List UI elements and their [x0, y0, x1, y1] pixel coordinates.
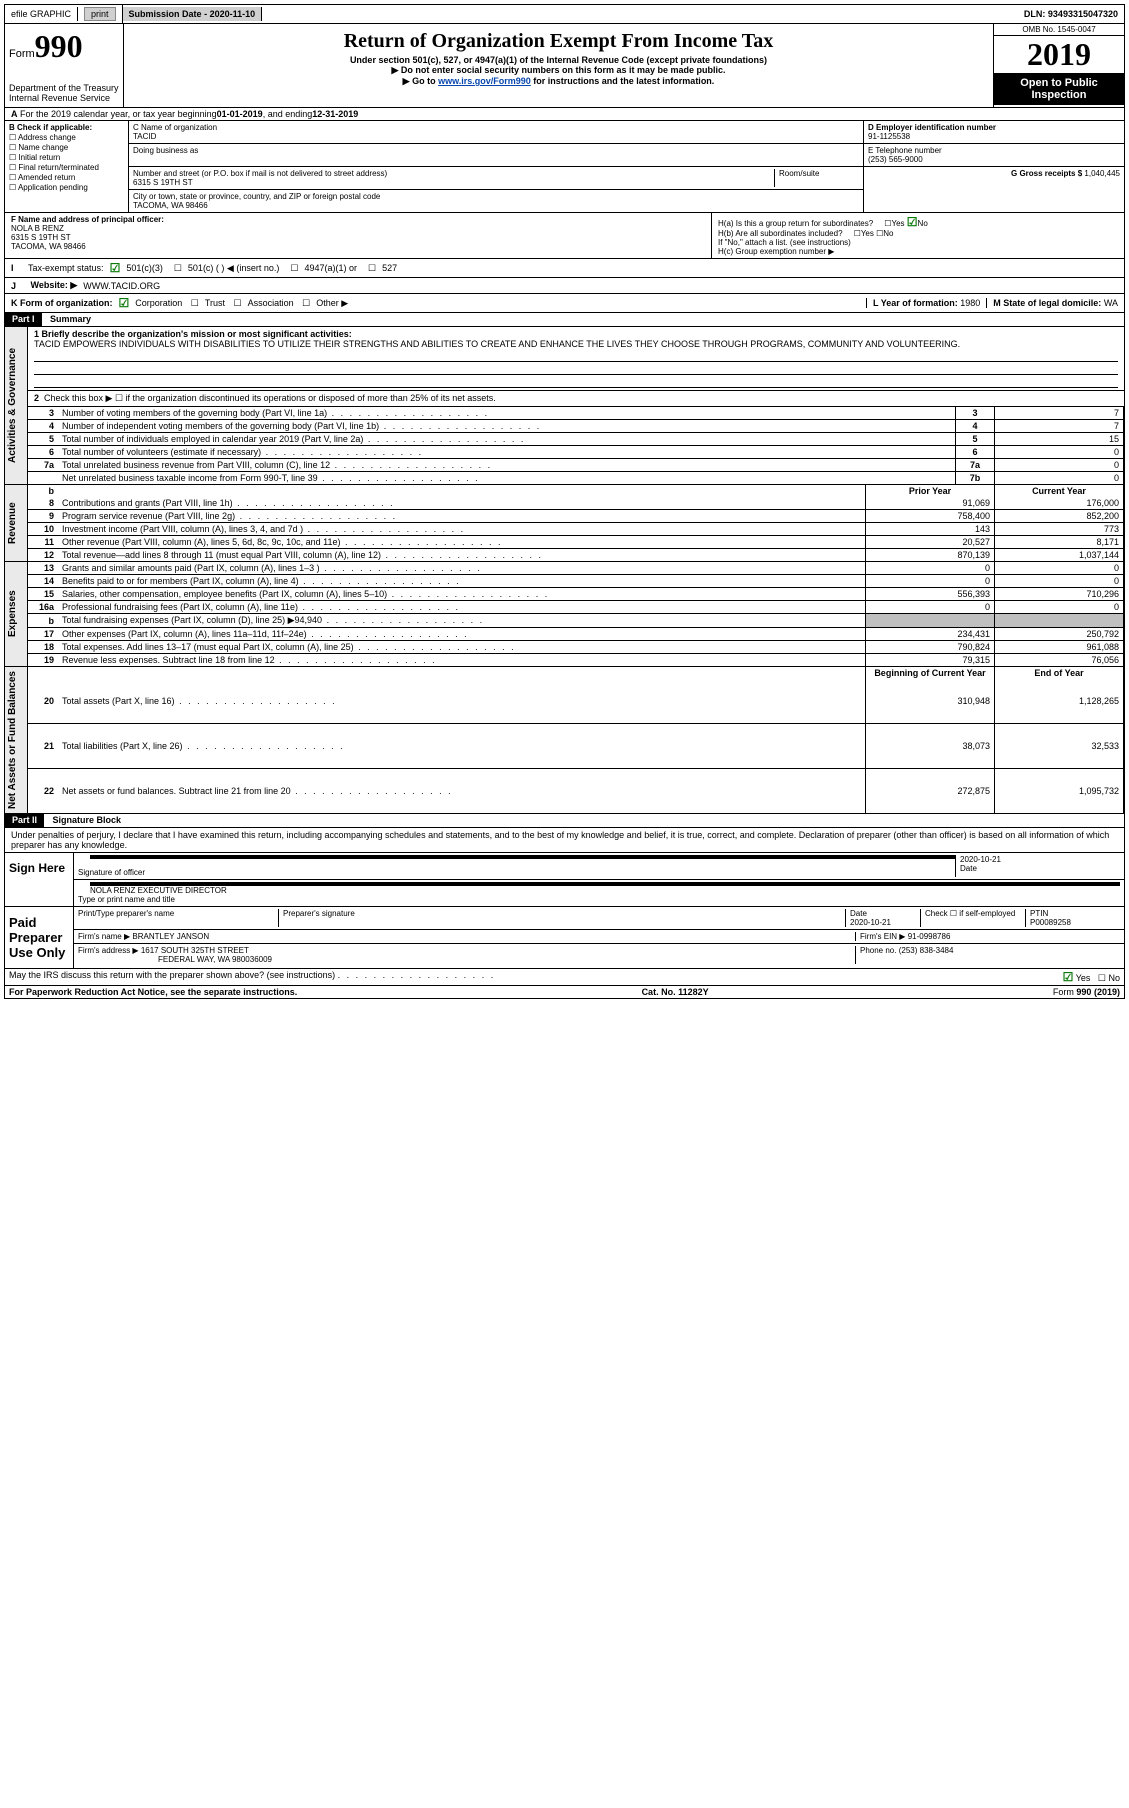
ptin-value: P00089258 [1030, 918, 1071, 927]
table-row: 7a Total unrelated business revenue from… [28, 459, 1124, 472]
org-name: TACID [133, 132, 859, 141]
table-row: 16a Professional fundraising fees (Part … [28, 601, 1124, 614]
table-row: 3 Number of voting members of the govern… [28, 407, 1124, 420]
efile-label: efile GRAPHIC [5, 7, 78, 21]
table-row: 6 Total number of volunteers (estimate i… [28, 446, 1124, 459]
table-row: 21 Total liabilities (Part X, line 26)38… [28, 723, 1124, 769]
table-row: 22 Net assets or fund balances. Subtract… [28, 769, 1124, 813]
section-fh: F Name and address of principal officer:… [4, 213, 1125, 259]
ein: 91-1125538 [868, 132, 1120, 141]
paid-preparer-block: Paid Preparer Use Only Print/Type prepar… [4, 907, 1125, 969]
table-row: 15 Salaries, other compensation, employe… [28, 588, 1124, 601]
submission-date: Submission Date - 2020-11-10 [123, 7, 263, 21]
table-row: Net unrelated business taxable income fr… [28, 472, 1124, 485]
open-public-badge: Open to Public Inspection [994, 73, 1124, 105]
subtitle-1: Under section 501(c), 527, or 4947(a)(1)… [128, 55, 989, 65]
table-row: b Total fundraising expenses (Part IX, c… [28, 614, 1124, 628]
klm-row: K Form of organization: ☑ Corporation ☐ … [4, 294, 1125, 313]
exp-table: 13 Grants and similar amounts paid (Part… [28, 562, 1124, 666]
org-address: 6315 S 19TH ST [133, 178, 774, 187]
section-f: F Name and address of principal officer:… [5, 213, 712, 258]
irs-link[interactable]: www.irs.gov/Form990 [438, 76, 531, 86]
table-row: 13 Grants and similar amounts paid (Part… [28, 562, 1124, 575]
section-bcdefg: B Check if applicable: ☐ Address change … [4, 121, 1125, 213]
part1-header: Part I Summary [4, 313, 1125, 327]
na-table: Beginning of Current Year End of Year 20… [28, 667, 1124, 813]
gross-receipts: 1,040,445 [1084, 169, 1120, 178]
table-row: 10 Investment income (Part VIII, column … [28, 523, 1124, 536]
table-row: 5 Total number of individuals employed i… [28, 433, 1124, 446]
tab-activities: Activities & Governance [5, 327, 28, 484]
gov-table: 3 Number of voting members of the govern… [28, 407, 1124, 484]
tax-status-row: I Tax-exempt status: ☑ 501(c)(3) ☐ 501(c… [4, 259, 1125, 278]
print-button[interactable]: print [84, 7, 116, 21]
irs-discuss-row: May the IRS discuss this return with the… [4, 969, 1125, 986]
part1-netassets: Net Assets or Fund Balances Beginning of… [4, 667, 1125, 814]
table-row: 4 Number of independent voting members o… [28, 420, 1124, 433]
footer-row: For Paperwork Reduction Act Notice, see … [4, 986, 1125, 999]
table-row: 8 Contributions and grants (Part VIII, l… [28, 497, 1124, 510]
table-row: 12 Total revenue—add lines 8 through 11 … [28, 549, 1124, 562]
section-deg: D Employer identification number 91-1125… [863, 121, 1124, 212]
firm-phone: (253) 838-3484 [899, 946, 954, 955]
table-row: 17 Other expenses (Part IX, column (A), … [28, 628, 1124, 641]
table-row: 14 Benefits paid to or for members (Part… [28, 575, 1124, 588]
subtitle-3: ▶ Go to www.irs.gov/Form990 for instruct… [128, 76, 989, 87]
line-a: A For the 2019 calendar year, or tax yea… [4, 108, 1125, 121]
subtitle-2: ▶ Do not enter social security numbers o… [128, 65, 989, 76]
sig-date: 2020-10-21 [960, 855, 1120, 864]
table-row: 11 Other revenue (Part VIII, column (A),… [28, 536, 1124, 549]
tax-year: 2019 [994, 36, 1124, 73]
tab-netassets: Net Assets or Fund Balances [5, 667, 28, 813]
section-c: C Name of organization TACID Doing busin… [129, 121, 863, 212]
mission-text: TACID EMPOWERS INDIVIDUALS WITH DISABILI… [34, 339, 960, 349]
table-row: 9 Program service revenue (Part VIII, li… [28, 510, 1124, 523]
sign-here-label: Sign Here [5, 853, 74, 906]
table-row: 19 Revenue less expenses. Subtract line … [28, 654, 1124, 667]
rev-table: b Prior Year Current Year 8 Contribution… [28, 485, 1124, 561]
part2-header: Part II Signature Block [4, 814, 1125, 828]
form-number-box: Form990 Department of the Treasury Inter… [5, 24, 124, 107]
dln: DLN: 93493315047320 [1018, 7, 1124, 21]
dept-irs: Internal Revenue Service [9, 93, 119, 103]
tab-revenue: Revenue [5, 485, 28, 561]
part1-activities: Activities & Governance 1 Briefly descri… [4, 327, 1125, 485]
form-header: Form990 Department of the Treasury Inter… [4, 24, 1125, 108]
paid-preparer-label: Paid Preparer Use Only [5, 907, 74, 968]
dept-treasury: Department of the Treasury [9, 83, 119, 93]
perjury-text: Under penalties of perjury, I declare th… [4, 828, 1125, 853]
website-row: J Website: ▶ WWW.TACID.ORG [4, 278, 1125, 294]
website-value: WWW.TACID.ORG [83, 281, 160, 291]
part1-expenses: Expenses 13 Grants and similar amounts p… [4, 562, 1125, 667]
table-row: 18 Total expenses. Add lines 13–17 (must… [28, 641, 1124, 654]
section-b: B Check if applicable: ☐ Address change … [5, 121, 129, 212]
tab-expenses: Expenses [5, 562, 28, 666]
form-title: Return of Organization Exempt From Incom… [128, 30, 989, 53]
table-row: 20 Total assets (Part X, line 16)310,948… [28, 679, 1124, 723]
omb-number: OMB No. 1545-0047 [994, 24, 1124, 36]
top-bar: efile GRAPHIC print Submission Date - 20… [4, 4, 1125, 24]
firm-ein: 91-0998786 [908, 932, 951, 941]
org-city: TACOMA, WA 98466 [133, 201, 859, 210]
title-box: Return of Organization Exempt From Incom… [124, 24, 994, 107]
part1-revenue: Revenue b Prior Year Current Year 8 Cont… [4, 485, 1125, 562]
right-box: OMB No. 1545-0047 2019 Open to Public In… [994, 24, 1124, 107]
officer-name: NOLA RENZ EXECUTIVE DIRECTOR [90, 886, 227, 895]
sign-here-block: Sign Here Signature of officer 2020-10-2… [4, 853, 1125, 907]
firm-name: BRANTLEY JANSON [132, 932, 209, 941]
section-h: H(a) Is this a group return for subordin… [712, 213, 1124, 258]
telephone: (253) 565-9000 [868, 155, 1120, 164]
